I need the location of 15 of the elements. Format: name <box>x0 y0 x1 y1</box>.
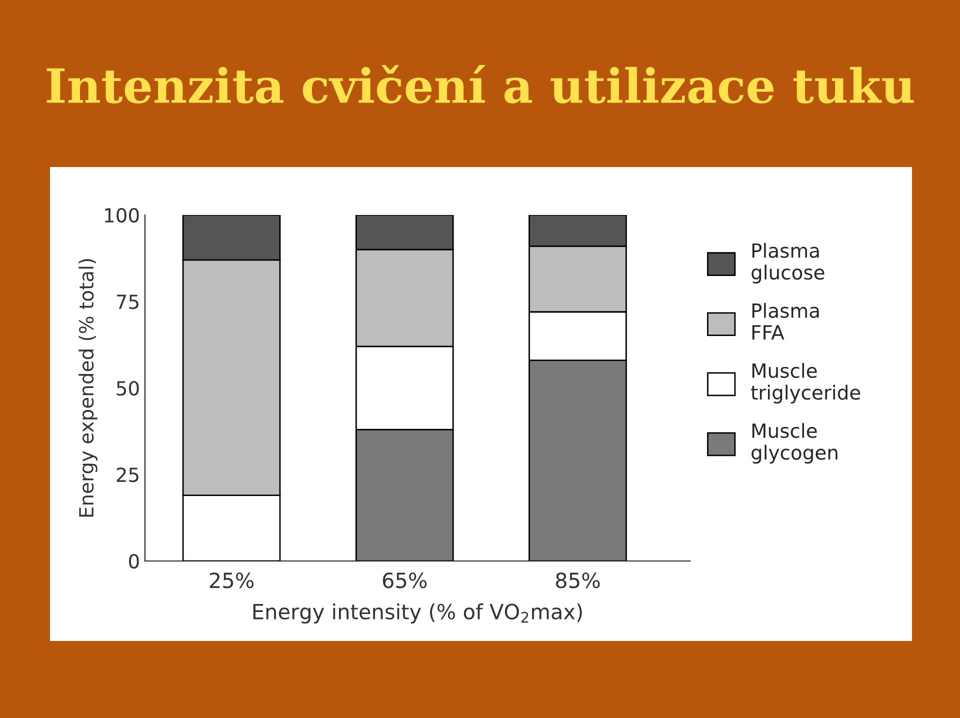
legend-label: Plasma FFA <box>752 302 819 340</box>
y-tick-label: 25 <box>116 467 138 482</box>
x-axis-title: Energy intensity (% of VO$_{2}$max) <box>253 603 582 624</box>
x-tick-label: 25% <box>210 572 254 588</box>
chart-title: Intenzita cvičení a utilizace tuku <box>46 65 914 104</box>
legend-label: Muscle glycogen <box>752 422 838 464</box>
legend-label: Plasma glucose <box>752 242 824 284</box>
y-tick-label: 75 <box>116 294 138 310</box>
x-tick-label: 65% <box>382 572 427 588</box>
y-axis-title: Energy expended (% total) <box>78 259 98 517</box>
x-tick-label: 85% <box>556 572 600 588</box>
legend-label: Muscle triglyceride <box>751 362 860 404</box>
y-tick-label: 100 <box>105 208 139 223</box>
y-tick-label: 0 <box>129 554 139 569</box>
y-tick-label: 50 <box>116 380 139 396</box>
